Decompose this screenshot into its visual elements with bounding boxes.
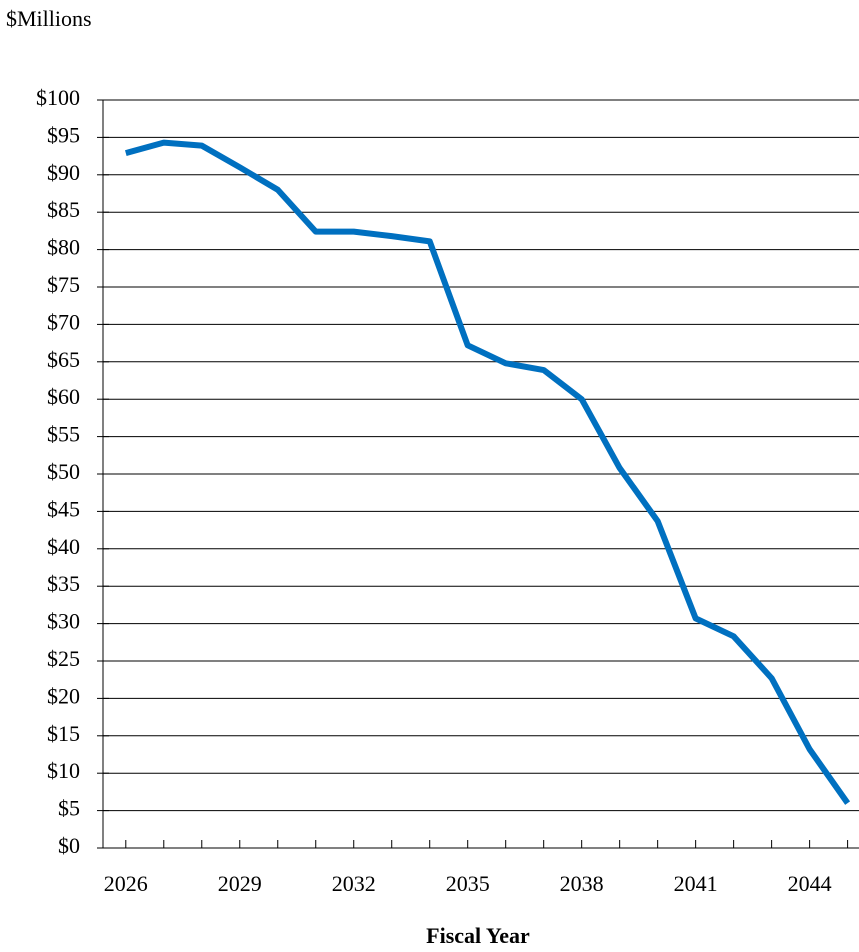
x-tick-label: 2041: [674, 871, 718, 896]
chart-title: $Millions: [6, 6, 92, 31]
y-tick-label: $45: [47, 496, 80, 521]
y-tick-label: $25: [47, 646, 80, 671]
x-axis-label: Fiscal Year: [426, 923, 530, 948]
y-tick-label: $20: [47, 683, 80, 708]
y-tick-label: $10: [47, 758, 80, 783]
y-tick-label: $0: [58, 833, 80, 858]
x-tick-label: 2026: [104, 871, 148, 896]
y-tick-label: $35: [47, 571, 80, 596]
y-tick-label: $50: [47, 459, 80, 484]
y-tick-label: $70: [47, 309, 80, 334]
y-tick-label: $90: [47, 160, 80, 185]
x-tick-label: 2044: [788, 871, 832, 896]
x-tick-label: 2029: [218, 871, 262, 896]
y-tick-label: $5: [58, 796, 80, 821]
y-tick-label: $95: [47, 122, 80, 147]
y-tick-label: $75: [47, 272, 80, 297]
x-tick-label: 2035: [446, 871, 490, 896]
y-tick-label: $100: [36, 85, 80, 110]
y-tick-label: $80: [47, 235, 80, 260]
y-tick-label: $60: [47, 384, 80, 409]
data-line: [124, 139, 851, 805]
y-tick-label: $30: [47, 609, 80, 634]
y-tick-label: $65: [47, 347, 80, 372]
y-tick-label: $85: [47, 197, 80, 222]
y-tick-label: $40: [47, 534, 80, 559]
y-tick-label: $15: [47, 721, 80, 746]
x-tick-label: 2032: [332, 871, 376, 896]
x-tick-label: 2038: [560, 871, 604, 896]
y-tick-label: $55: [47, 422, 80, 447]
